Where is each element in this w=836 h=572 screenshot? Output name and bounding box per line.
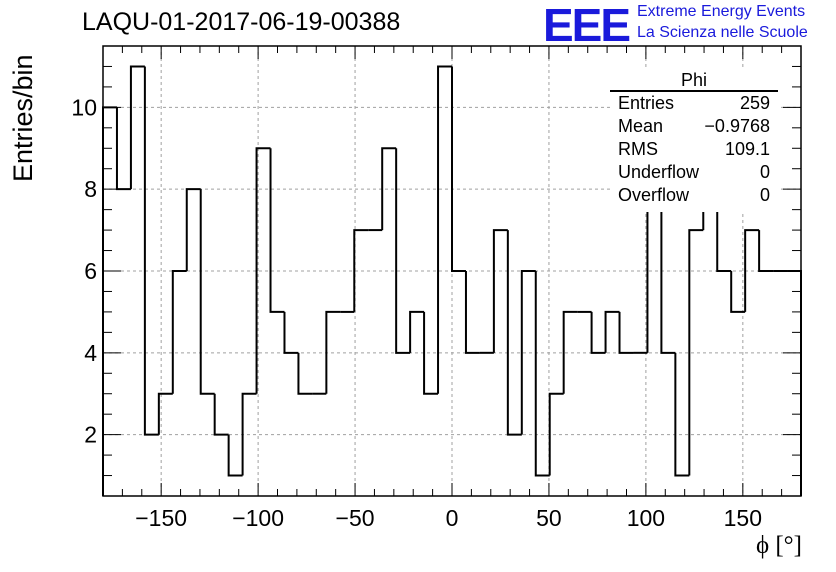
histogram-bin (102, 106, 117, 496)
histogram-bin (143, 66, 159, 436)
histogram-bin (185, 188, 201, 271)
histogram-bin (548, 392, 564, 476)
stats-value: 0 (759, 162, 770, 182)
y-axis-label: Entries/bin (8, 54, 38, 182)
stats-value: 109.1 (724, 139, 770, 159)
histogram-bin (437, 65, 452, 394)
stats-row-underflow: Underflow 0 (618, 161, 770, 183)
org-name-line1: Extreme Energy Events (637, 3, 806, 20)
histogram-bin (409, 310, 425, 353)
axis-ticks (102, 45, 802, 497)
histogram-bin (716, 189, 732, 272)
histogram-bin (590, 311, 606, 354)
y-tick-label: 10 (71, 94, 97, 120)
x-tick-label: 150 (724, 505, 762, 531)
tick-labels: −150 −100 −50 0 50 100 150 2 4 6 8 10 (71, 94, 762, 531)
y-tick-label: 2 (84, 422, 97, 448)
histogram-bin (213, 393, 229, 436)
x-tick-label: 0 (446, 505, 459, 531)
y-tick-label: 8 (84, 176, 97, 202)
stats-value: −0.9768 (704, 116, 770, 136)
histogram-bin (157, 392, 173, 435)
histogram-bin (255, 147, 271, 394)
stats-row-overflow: Overflow 0 (618, 184, 770, 206)
histogram-bin (520, 270, 536, 435)
org-name-line2: La Scienza nelle Scuole (637, 24, 808, 41)
stats-row-mean: Mean −0.9768 (618, 115, 770, 137)
histogram-bin (618, 311, 634, 354)
stats-box: Phi Entries 259 Mean −0.9768 RMS 109.1 U… (610, 70, 778, 212)
histogram-bin (492, 229, 508, 353)
histogram-bin (674, 352, 690, 477)
y-tick-label: 4 (84, 340, 97, 366)
histogram-bin (199, 189, 215, 395)
stats-value: 0 (759, 185, 770, 205)
x-tick-label: −100 (232, 505, 284, 531)
histogram-bin (227, 434, 243, 477)
y-tick-label: 6 (84, 258, 97, 284)
x-tick-label: 100 (627, 505, 665, 531)
histogram-bin (787, 270, 802, 496)
histogram-bin (423, 311, 439, 395)
x-axis-label: ϕ [°] (755, 532, 802, 559)
x-tick-label: −50 (336, 505, 375, 531)
stats-histogram-name: Phi (610, 70, 778, 92)
histogram-bin (730, 271, 746, 313)
stats-label: RMS (618, 139, 658, 159)
histogram-bin (297, 352, 313, 395)
histogram-bin (604, 310, 620, 353)
x-tick-label: 50 (536, 505, 562, 531)
histogram-bin (688, 229, 704, 476)
histogram-bin (534, 271, 550, 477)
histogram-bin (353, 229, 369, 312)
histogram-bin (464, 271, 480, 354)
histogram-bin (325, 310, 341, 394)
stats-label: Mean (618, 116, 664, 136)
histogram-bin (283, 311, 299, 354)
plot-title: LAQU-01-2017-06-19-00388 (82, 8, 401, 36)
stats-label: Overflow (618, 185, 690, 205)
histogram-bin (744, 229, 760, 312)
eee-logo: EEE (543, 0, 631, 51)
x-tick-label: −150 (135, 505, 187, 531)
histogram-bin (269, 148, 285, 313)
histogram-bin (758, 230, 774, 272)
stats-label: Entries (618, 93, 675, 113)
histogram-bin (115, 107, 131, 191)
stats-row-entries: Entries 259 (618, 92, 770, 114)
histogram-bin (506, 230, 522, 436)
histogram-bin (395, 148, 411, 354)
histogram-bin (241, 392, 257, 476)
histogram-bin (451, 66, 466, 272)
histogram-bin (381, 147, 397, 231)
stats-label: Underflow (618, 162, 700, 182)
stats-value: 259 (739, 93, 770, 113)
histogram-bin (129, 65, 145, 190)
histogram-bin (562, 310, 578, 394)
histogram-bin (171, 270, 187, 394)
stats-row-rms: RMS 109.1 (618, 138, 770, 160)
